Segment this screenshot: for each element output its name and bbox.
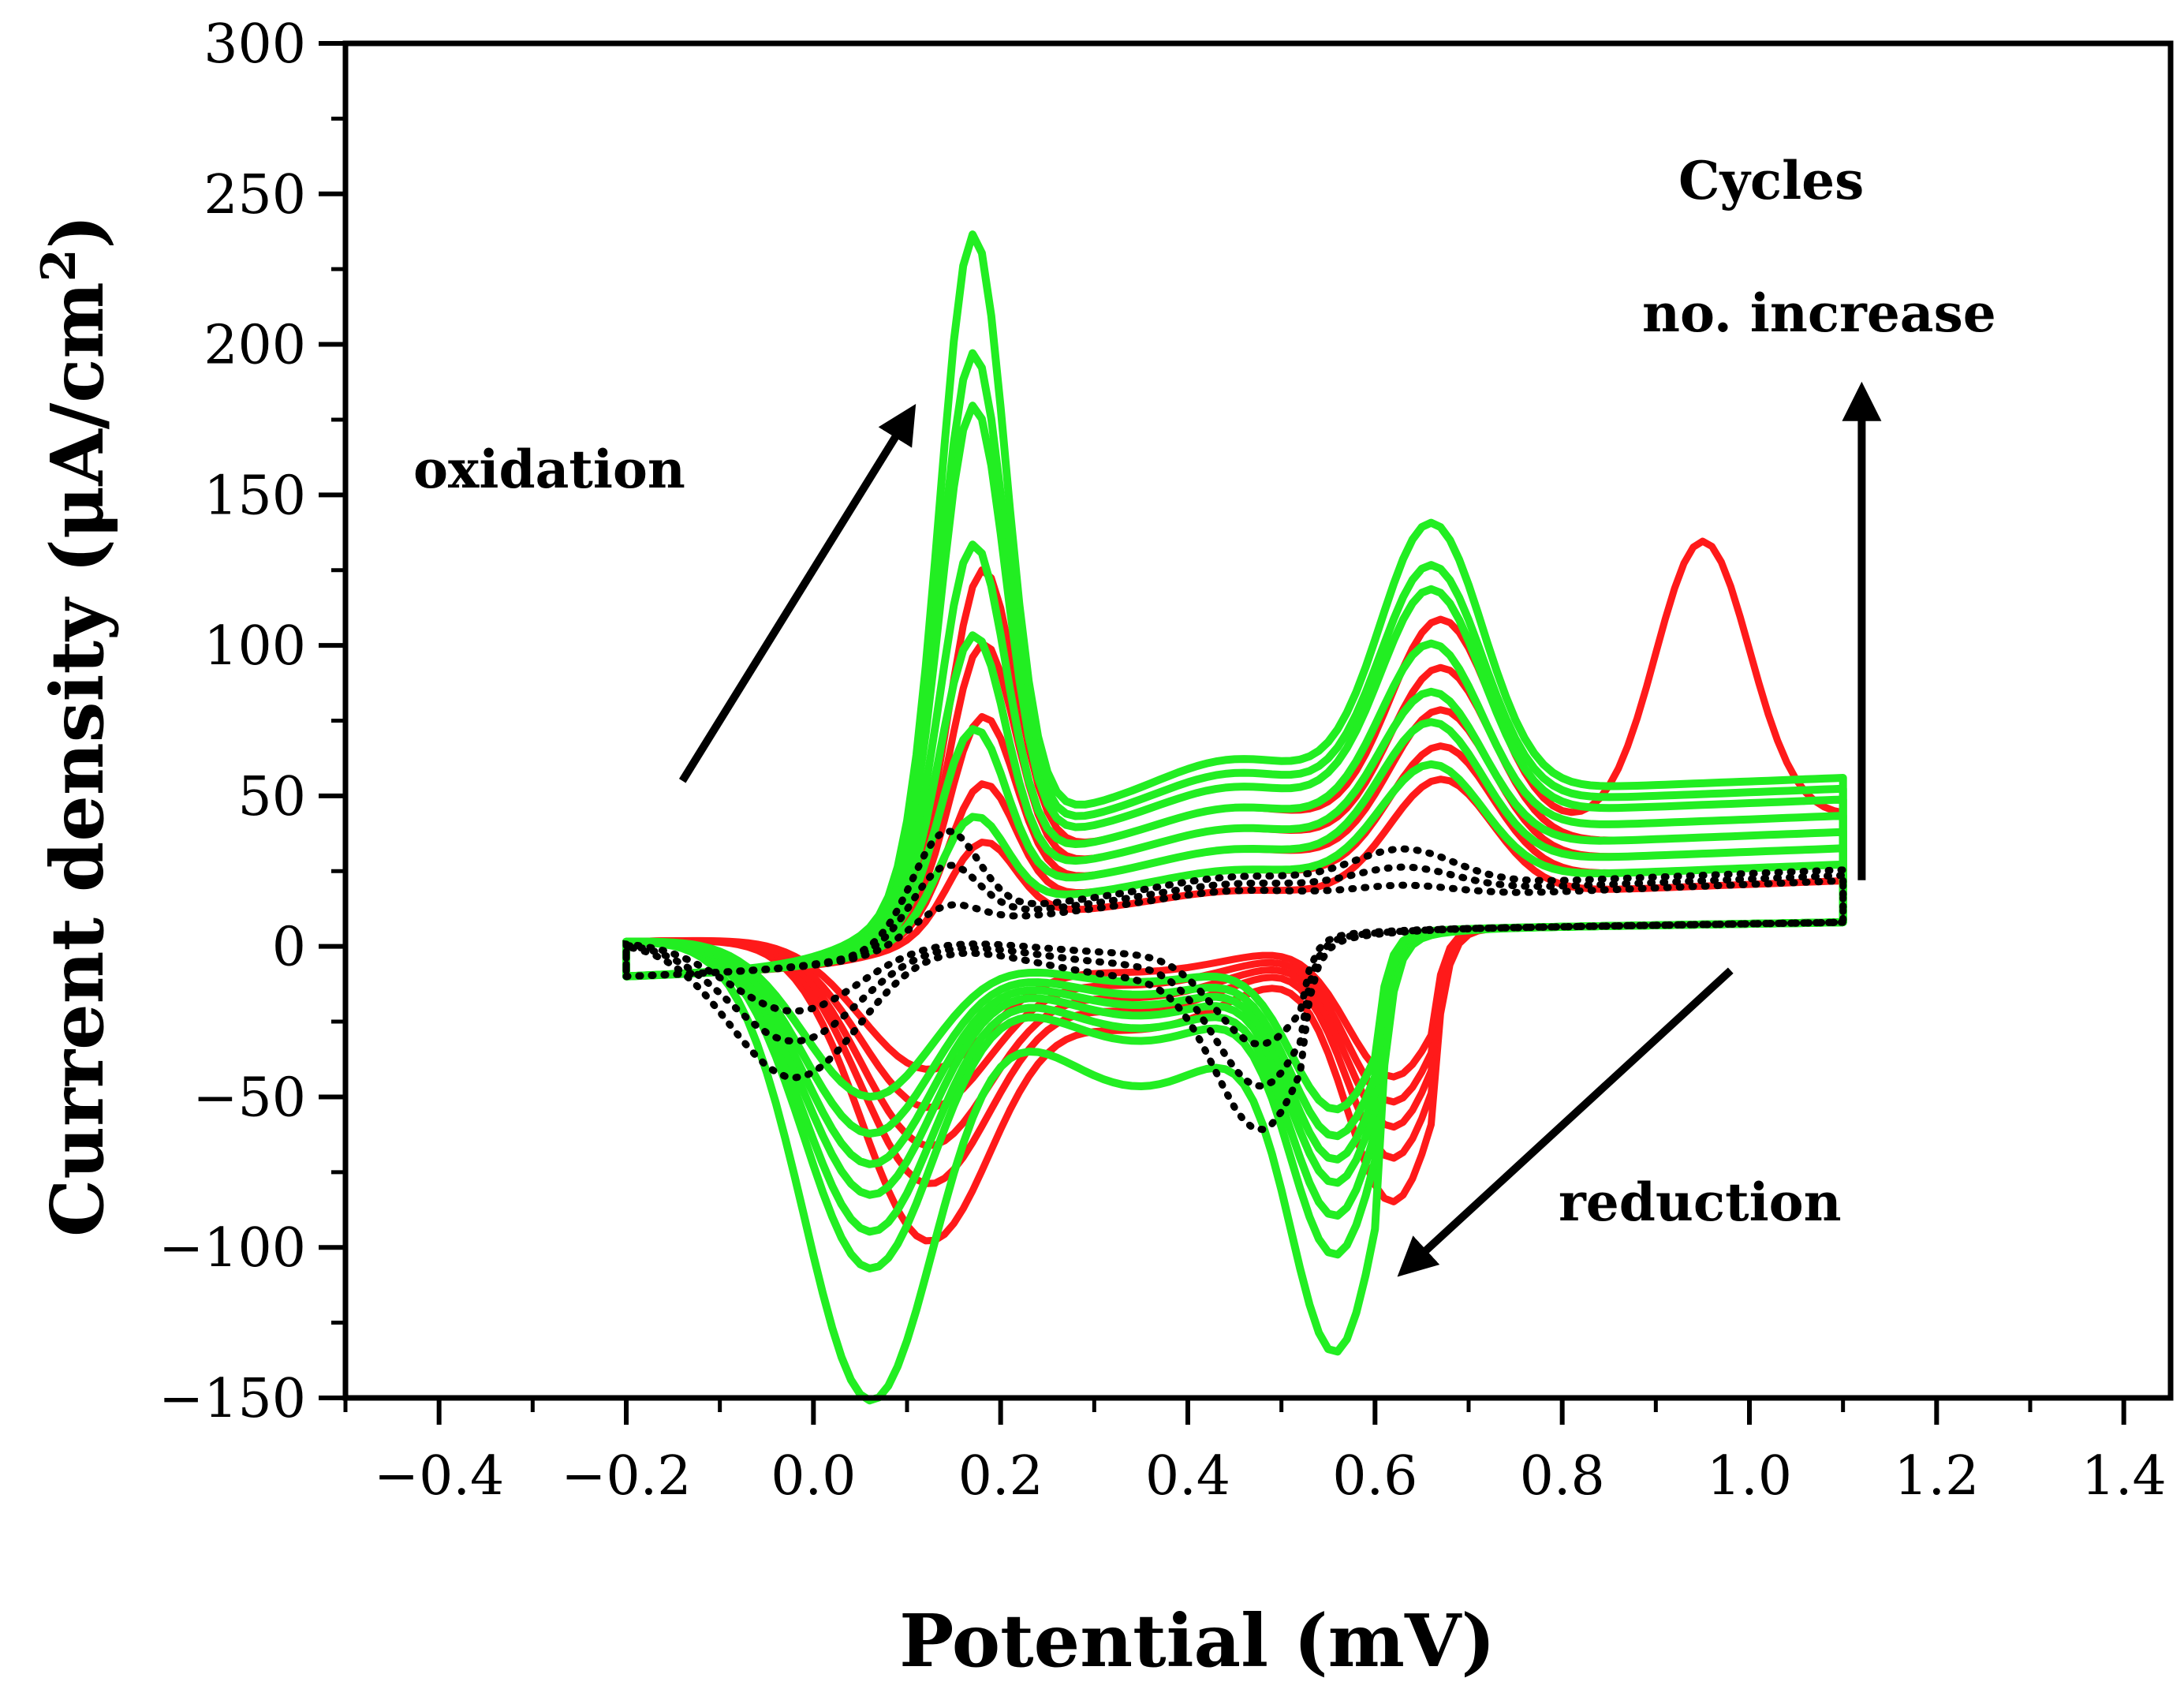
x-axis-title: Potential (mV) xyxy=(899,1598,1495,1683)
reduction-arrow xyxy=(1397,967,1734,1277)
x-tick-label: 1.4 xyxy=(2081,1445,2167,1508)
cycles-label: Cycles xyxy=(1678,150,1864,211)
x-tick-label: 0.2 xyxy=(958,1445,1043,1508)
y-tick-label: 200 xyxy=(203,315,306,377)
y-tick-label: 0 xyxy=(272,917,306,979)
x-tick-label: 0.8 xyxy=(1520,1445,1605,1508)
y-axis-title: Current density (μA/cm2) xyxy=(32,215,120,1237)
y-tick-label: −150 xyxy=(159,1368,306,1430)
x-tick-label: −0.2 xyxy=(561,1445,691,1508)
y-tick-label: 300 xyxy=(203,13,306,76)
annotation-layer: oxidation reduction Cycles no. increase xyxy=(413,150,1996,1277)
no-increase-label: no. increase xyxy=(1642,282,1996,344)
y-tick-label: −100 xyxy=(159,1217,306,1280)
x-tick-label: 0.6 xyxy=(1332,1445,1417,1508)
axes-layer: −0.4 −0.2 0.0 0.2 0.4 0.6 0.8 1.0 1.2 1.4 −150 −100… xyxy=(159,13,2174,1508)
y-axis-title-close: ) xyxy=(35,215,120,249)
y-axis-title-main: Current density (μA/cm xyxy=(35,282,120,1237)
series-layer xyxy=(622,230,1847,1405)
black-cycle-3 xyxy=(622,876,1847,1048)
y-tick-label: 250 xyxy=(203,164,306,226)
oxidation-label: oxidation xyxy=(413,439,685,500)
x-tick-label: 1.2 xyxy=(1894,1445,1979,1508)
oxidation-arrow xyxy=(678,403,917,783)
reduction-label: reduction xyxy=(1559,1171,1842,1233)
y-tick-label: 100 xyxy=(203,615,306,678)
x-tick-label: 0.0 xyxy=(771,1445,856,1508)
y-tick-label: −50 xyxy=(192,1067,306,1129)
y-axis-title-sup: 2 xyxy=(32,249,87,282)
x-tick-label: 0.4 xyxy=(1145,1445,1230,1508)
x-tick-label: 1.0 xyxy=(1707,1445,1792,1508)
x-tick-label: −0.4 xyxy=(374,1445,504,1508)
y-tick-label: 50 xyxy=(237,766,306,828)
y-tick-label: 150 xyxy=(203,465,306,527)
